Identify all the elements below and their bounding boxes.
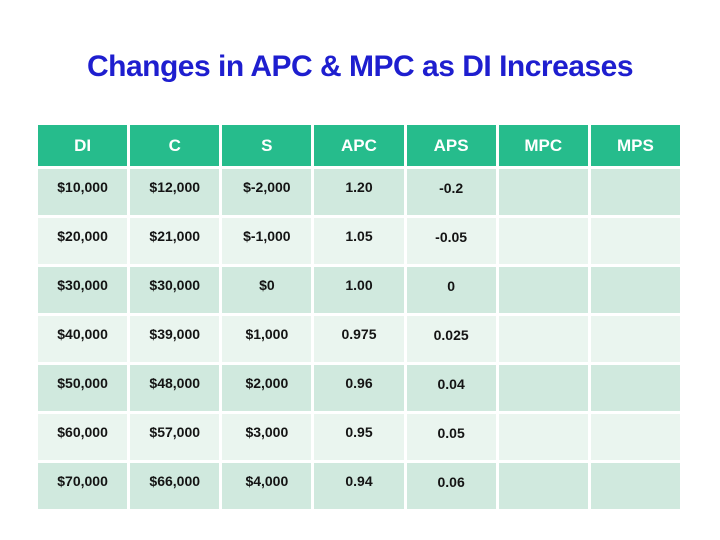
cell-di: $50,000 (38, 365, 128, 411)
cell-mps (590, 463, 680, 509)
column-header-mpc: MPC (498, 125, 588, 166)
column-header-apc: APC (314, 125, 404, 166)
column-header-di: DI (38, 125, 128, 166)
cell-mpc (498, 463, 588, 509)
apc-mpc-table: DI C S APC APS MPC MPS $10,000 $12,000 $… (35, 122, 683, 512)
cell-mpc (498, 316, 588, 362)
cell-c: $57,000 (130, 414, 220, 460)
column-header-mps: MPS (590, 125, 680, 166)
table-row: $30,000 $30,000 $0 1.00 0 (38, 267, 680, 313)
cell-s: $1,000 (222, 316, 312, 362)
cell-apc: 0.95 (314, 414, 404, 460)
cell-aps: 0.025 (406, 316, 496, 362)
cell-s: $-2,000 (222, 169, 312, 215)
cell-mpc (498, 365, 588, 411)
cell-mpc (498, 169, 588, 215)
cell-apc: 1.05 (314, 218, 404, 264)
cell-aps: 0.04 (406, 365, 496, 411)
cell-di: $20,000 (38, 218, 128, 264)
cell-apc: 1.00 (314, 267, 404, 313)
cell-mps (590, 316, 680, 362)
cell-s: $4,000 (222, 463, 312, 509)
cell-aps: -0.05 (406, 218, 496, 264)
column-header-aps: APS (406, 125, 496, 166)
table-header-row: DI C S APC APS MPC MPS (38, 125, 680, 166)
cell-c: $39,000 (130, 316, 220, 362)
cell-aps: -0.2 (406, 169, 496, 215)
cell-mpc (498, 218, 588, 264)
cell-mpc (498, 267, 588, 313)
cell-apc: 0.96 (314, 365, 404, 411)
cell-mps (590, 267, 680, 313)
cell-s: $2,000 (222, 365, 312, 411)
cell-di: $30,000 (38, 267, 128, 313)
page-title: Changes in APC & MPC as DI Increases (86, 50, 634, 83)
cell-apc: 1.20 (314, 169, 404, 215)
cell-c: $66,000 (130, 463, 220, 509)
cell-apc: 0.975 (314, 316, 404, 362)
table-row: $40,000 $39,000 $1,000 0.975 0.025 (38, 316, 680, 362)
table-row: $50,000 $48,000 $2,000 0.96 0.04 (38, 365, 680, 411)
cell-aps: 0.06 (406, 463, 496, 509)
cell-c: $21,000 (130, 218, 220, 264)
cell-mpc (498, 414, 588, 460)
cell-mps (590, 365, 680, 411)
cell-s: $3,000 (222, 414, 312, 460)
cell-c: $12,000 (130, 169, 220, 215)
cell-c: $30,000 (130, 267, 220, 313)
cell-aps: 0.05 (406, 414, 496, 460)
cell-di: $70,000 (38, 463, 128, 509)
cell-s: $-1,000 (222, 218, 312, 264)
cell-di: $60,000 (38, 414, 128, 460)
cell-di: $10,000 (38, 169, 128, 215)
cell-apc: 0.94 (314, 463, 404, 509)
cell-c: $48,000 (130, 365, 220, 411)
cell-di: $40,000 (38, 316, 128, 362)
cell-mps (590, 414, 680, 460)
column-header-s: S (222, 125, 312, 166)
table-row: $70,000 $66,000 $4,000 0.94 0.06 (38, 463, 680, 509)
cell-mps (590, 218, 680, 264)
cell-aps: 0 (406, 267, 496, 313)
cell-s: $0 (222, 267, 312, 313)
column-header-c: C (130, 125, 220, 166)
table-row: $60,000 $57,000 $3,000 0.95 0.05 (38, 414, 680, 460)
cell-mps (590, 169, 680, 215)
table-row: $20,000 $21,000 $-1,000 1.05 -0.05 (38, 218, 680, 264)
table-row: $10,000 $12,000 $-2,000 1.20 -0.2 (38, 169, 680, 215)
